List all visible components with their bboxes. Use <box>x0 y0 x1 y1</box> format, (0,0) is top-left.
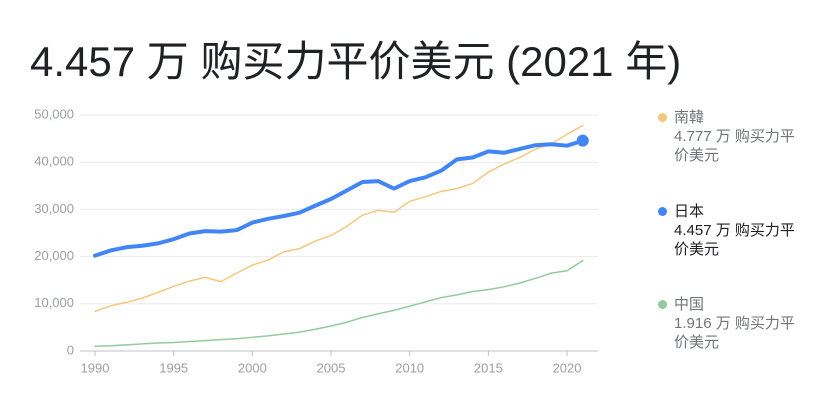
legend-dot <box>658 113 667 122</box>
y-tick-label: 0 <box>67 342 74 357</box>
x-tick-label: 2000 <box>238 360 267 375</box>
series-line <box>93 138 585 258</box>
y-tick-label: 20,000 <box>34 248 74 263</box>
legend-value: 4.777 万 购买力平价美元 <box>674 128 795 164</box>
legend-name: 中国 <box>674 296 705 313</box>
y-tick-label: 40,000 <box>34 154 74 169</box>
x-tick-label: 2010 <box>395 360 424 375</box>
legend-item: 南韓 4.777 万 购买力平价美元 <box>658 108 798 165</box>
end-point <box>576 134 589 147</box>
y-tick-label: 50,000 <box>34 106 74 121</box>
legend-value: 1.916 万 购买力平价美元 <box>674 315 795 351</box>
x-tick-label: 2015 <box>474 360 503 375</box>
legend-name: 日本 <box>674 203 705 220</box>
legend-dot <box>658 300 667 309</box>
y-tick-label: 30,000 <box>34 201 74 216</box>
x-tick-label: 2005 <box>317 360 346 375</box>
y-tick-label: 10,000 <box>34 295 74 310</box>
series-line <box>94 259 584 348</box>
legend-value: 4.457 万 购买力平价美元 <box>674 222 795 258</box>
x-tick-label: 2020 <box>553 360 582 375</box>
legend-dot <box>658 207 667 216</box>
legend-item: 中国 1.916 万 购买力平价美元 <box>658 295 798 352</box>
legend-name: 南韓 <box>674 109 705 126</box>
chart-title: 4.457 万 购买力平价美元 (2021 年) <box>30 38 682 85</box>
x-tick-label: 1990 <box>81 360 110 375</box>
legend-item: 日本 4.457 万 购买力平价美元 <box>658 202 798 259</box>
series-line <box>94 124 584 313</box>
x-tick-label: 1995 <box>159 360 188 375</box>
